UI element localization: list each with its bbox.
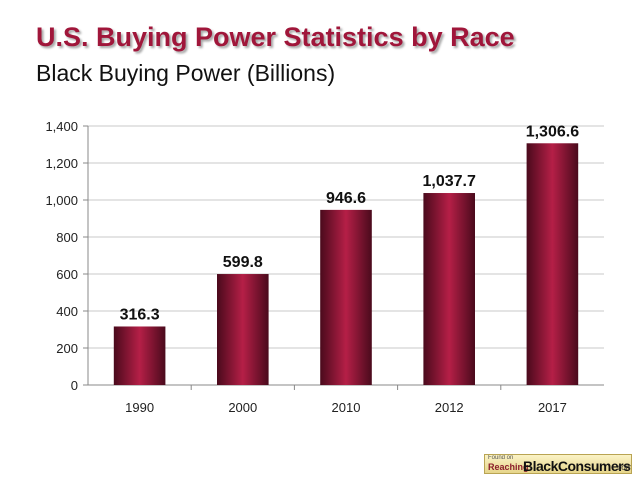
x-tick-label-2017: 2017 <box>538 400 567 415</box>
y-tick-label: 0 <box>71 378 78 393</box>
data-label-2012: 1,037.7 <box>423 173 476 190</box>
data-label-2010: 946.6 <box>326 190 366 207</box>
y-tick-label: 1,000 <box>45 193 78 208</box>
bar-2012 <box>423 193 475 385</box>
chart-title: U.S. Buying Power Statistics by Race <box>36 22 515 52</box>
x-tick-label-2010: 2010 <box>332 400 361 415</box>
y-tick-label: 600 <box>56 267 78 282</box>
y-tick-label: 200 <box>56 341 78 356</box>
x-tick-label-1990: 1990 <box>125 400 154 415</box>
badge-found-on: Found on <box>488 455 514 461</box>
x-tick-label-2012: 2012 <box>435 400 464 415</box>
bar-1990 <box>113 326 166 385</box>
badge-reaching: Reaching <box>488 462 529 472</box>
y-tick-label: 400 <box>56 304 78 319</box>
data-label-1990: 316.3 <box>120 306 160 323</box>
labels: 0 200 400 600 800 1,000 1,200 1,400 316.3 1990 599… <box>45 119 579 415</box>
bar-2017 <box>526 143 579 385</box>
x-tick-label-2000: 2000 <box>228 400 257 415</box>
badge-black-consumers: BlackConsumers <box>523 458 631 474</box>
data-label-2017: 1,306.6 <box>526 123 579 140</box>
chart-subtitle: Black Buying Power (Billions) <box>36 60 336 86</box>
y-tick-label: 1,400 <box>45 119 78 134</box>
bar-2010 <box>320 209 372 385</box>
y-tick-label: 800 <box>56 230 78 245</box>
badge-dot-com: .com <box>615 463 632 472</box>
bars <box>113 143 579 385</box>
bar-2000 <box>217 274 269 385</box>
source-badge[interactable]: Found on Reaching BlackConsumers .com <box>484 454 632 474</box>
data-label-2000: 599.8 <box>223 254 263 271</box>
y-tick-label: 1,200 <box>45 156 78 171</box>
